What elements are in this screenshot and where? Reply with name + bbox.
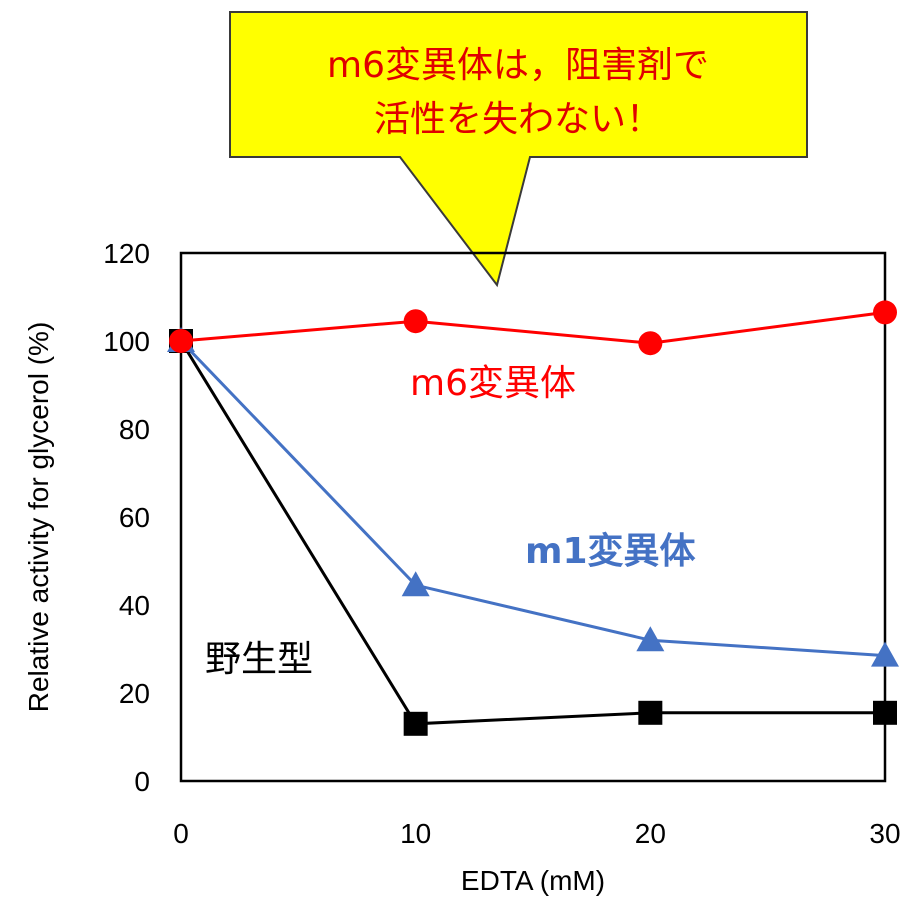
series-line: [179, 339, 886, 658]
x-tick-labels: 0 10 20 30: [173, 818, 900, 849]
y-tick-label: 40: [119, 590, 150, 621]
y-axis-label: Relative activity for glycerol (%): [23, 322, 54, 713]
data-point: [403, 309, 428, 334]
x-tick-label: 20: [635, 818, 666, 849]
data-point: [873, 700, 897, 725]
data-point: [638, 331, 663, 356]
x-tick-label: 30: [869, 818, 900, 849]
y-tick-label: 100: [103, 326, 150, 357]
y-tick-label: 80: [119, 414, 150, 445]
data-point: [636, 626, 665, 652]
series-label-m6: m6変異体: [410, 363, 576, 404]
callout: m6変異体は，阻害剤で 活性を失わない！: [229, 11, 808, 288]
data-point: [169, 329, 193, 353]
y-tick-label: 120: [103, 238, 150, 269]
series-line: [179, 340, 885, 726]
y-tick-label: 60: [119, 502, 150, 533]
callout-line-1: m6変異体は，阻害剤で: [327, 45, 709, 86]
series-line: [180, 310, 886, 345]
x-axis-label: EDTA (mM): [461, 865, 605, 896]
x-tick-label: 10: [400, 818, 431, 849]
plot-area: [179, 251, 887, 783]
y-tick-label: 0: [134, 766, 150, 797]
data-point: [401, 571, 430, 597]
y-tick-label: 20: [119, 678, 150, 709]
callout-box: [229, 11, 808, 288]
series-label-wild-type: 野生型: [205, 639, 313, 680]
callout-line-2: 活性を失わない！: [374, 99, 662, 140]
series-layer: [167, 300, 899, 736]
series-label-m1: m1変異体: [525, 530, 696, 572]
y-tick-labels: 0 20 40 60 80 100 120: [103, 238, 150, 797]
data-point: [638, 700, 663, 725]
series-0: [169, 300, 897, 356]
data-point: [871, 641, 899, 667]
data-point: [873, 300, 897, 325]
x-tick-label: 0: [173, 818, 189, 849]
data-point: [403, 711, 428, 736]
